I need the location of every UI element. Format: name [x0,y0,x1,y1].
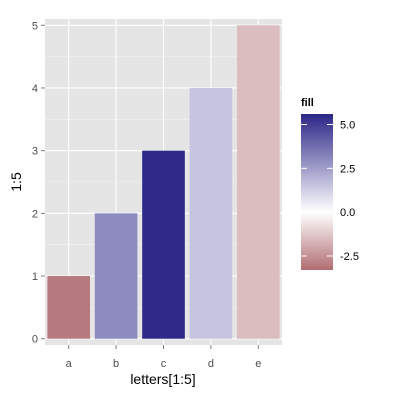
y-tick-label: 3 [32,146,38,158]
y-tick-label: 0 [32,334,38,346]
legend-label: 5.0 [340,120,355,132]
x-tick-label: c [161,358,167,370]
bars [47,25,280,339]
x-tick-label: e [255,358,261,370]
bar-c [142,150,185,339]
x-axis: a b c d e [66,345,261,370]
x-tick-label: d [208,358,214,370]
bar-b [94,213,138,339]
bar-e [236,25,280,339]
y-axis-title: 1:5 [8,172,24,192]
legend-title: fill [301,97,314,109]
x-tick-label: b [113,358,119,370]
x-axis-title: letters[1:5] [130,371,195,387]
y-tick-label: 2 [32,208,38,220]
legend-label: -2.5 [340,251,359,263]
y-tick-label: 4 [32,83,38,95]
y-tick-label: 1 [32,271,38,283]
y-tick-label: 5 [32,20,38,32]
legend-label: 2.5 [340,163,355,175]
legend: fill 5.0 2.5 0.0 -2.5 [301,97,359,270]
legend-colorbar [301,114,333,270]
x-tick-label: a [66,358,73,370]
y-axis: 0 1 2 3 4 5 [32,20,45,346]
legend-label: 0.0 [340,207,355,219]
legend-ticks: 5.0 2.5 0.0 -2.5 [301,120,359,263]
bar-d [189,87,233,339]
bar-a [47,276,91,339]
